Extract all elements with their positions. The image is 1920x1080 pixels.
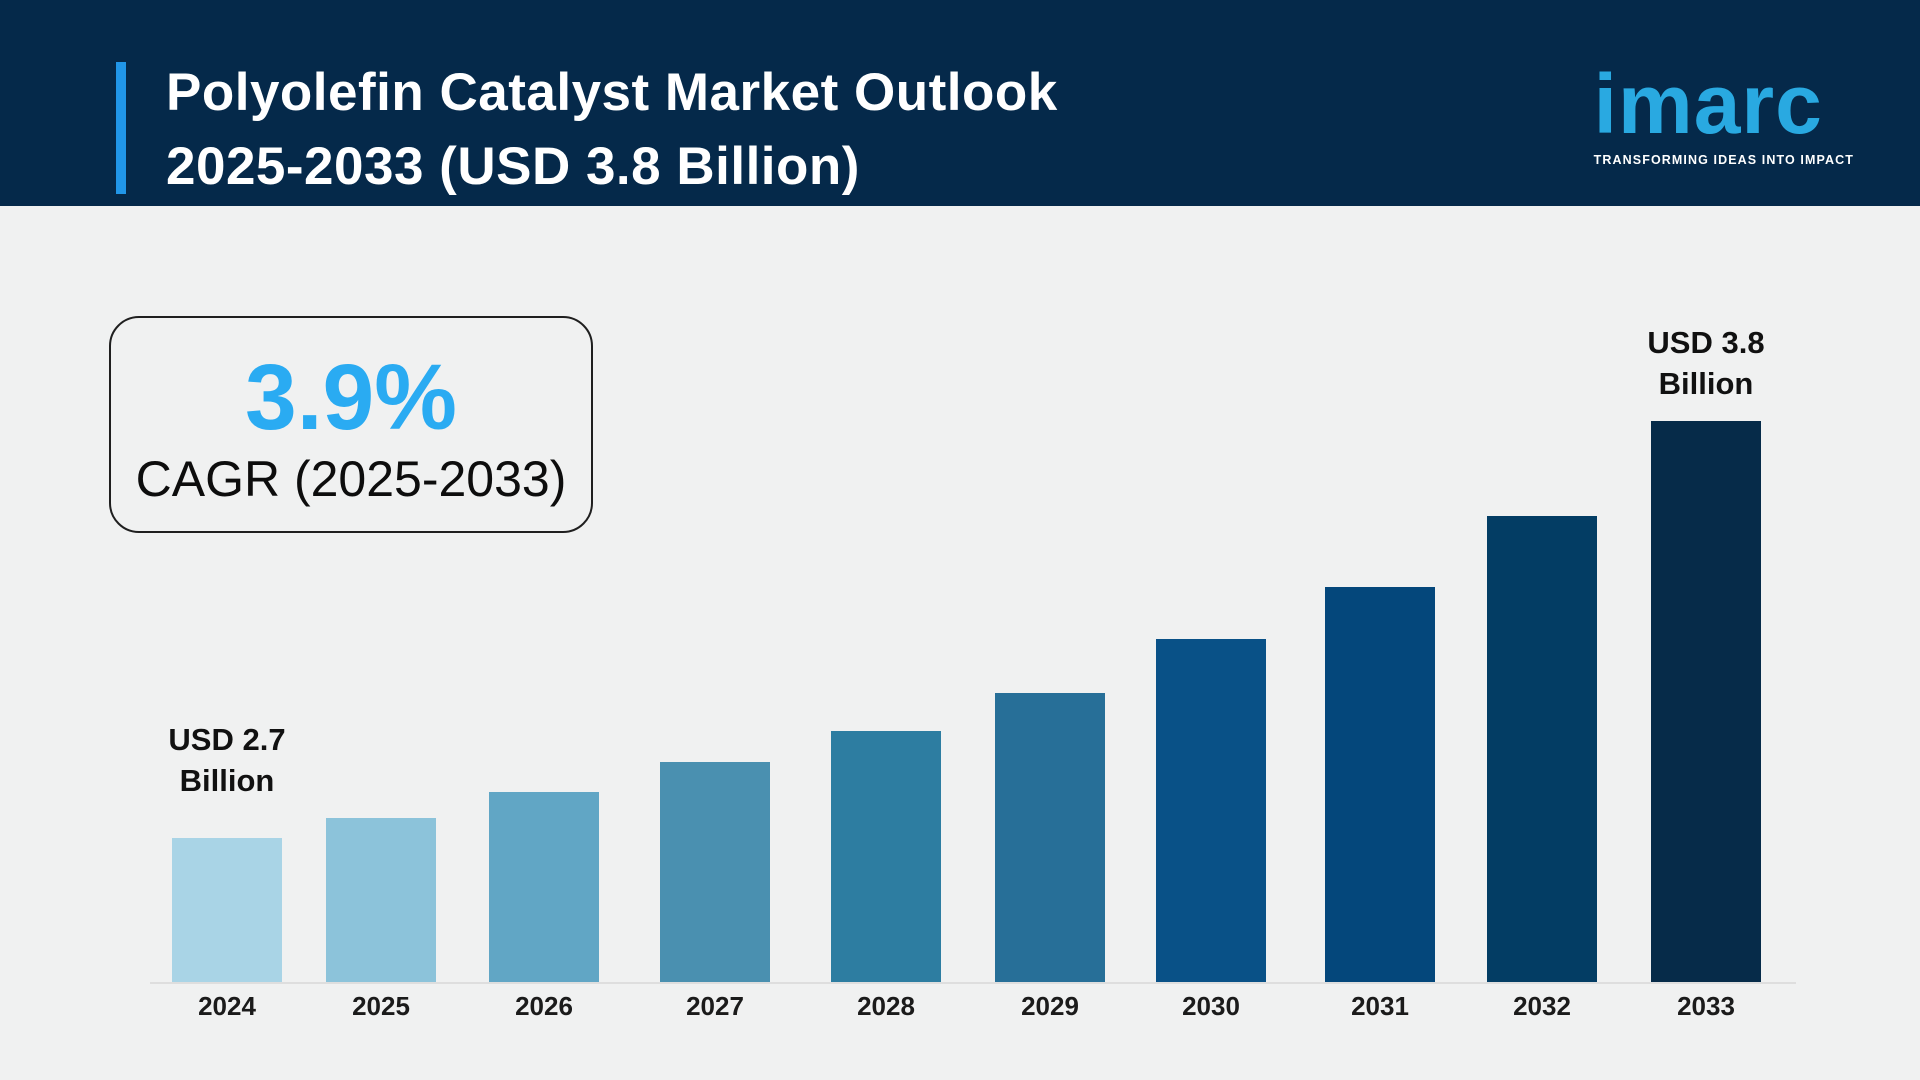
bar-2030 [1156, 639, 1266, 982]
bar-year-label-2030: 2030 [1182, 991, 1240, 1021]
imarc-tagline: TRANSFORMING IDEAS INTO IMPACT [1593, 153, 1854, 167]
page-title-line1: Polyolefin Catalyst Market Outlook [166, 63, 1058, 122]
x-axis-line [150, 981, 1796, 984]
bar-year-label-2033: 2033 [1677, 991, 1735, 1021]
bar-year-label-2025: 2025 [352, 991, 410, 1021]
bar-2031 [1325, 587, 1435, 982]
bar-2032 [1487, 516, 1597, 982]
bar-year-label-2029: 2029 [1021, 991, 1079, 1021]
imarc-wordmark: imarc [1593, 57, 1823, 151]
end-value-line1: USD 3.8 [1647, 325, 1765, 360]
end-value-annotation: USD 3.8 Billion [1586, 322, 1826, 404]
cagr-value: 3.9% [245, 344, 457, 449]
bar-2029 [995, 693, 1105, 982]
bar-year-label-2031: 2031 [1351, 991, 1409, 1021]
cagr-label: CAGR (2025-2033) [135, 450, 567, 507]
end-value-line2: Billion [1658, 366, 1754, 401]
bar-2028 [831, 731, 941, 982]
page-title: Polyolefin Catalyst Market Outlook 2025-… [166, 56, 1058, 204]
bar-2024 [172, 838, 282, 982]
bar-year-label-2027: 2027 [686, 991, 744, 1021]
start-value-line1: USD 2.7 [168, 722, 286, 757]
imarc-logo: imarc TRANSFORMING IDEAS INTO IMPACT [1594, 62, 1854, 167]
header-band: Polyolefin Catalyst Market Outlook 2025-… [0, 0, 1920, 206]
bar-2033 [1651, 421, 1761, 982]
bar-2027 [660, 762, 770, 982]
start-value-line2: Billion [179, 763, 275, 798]
bar-year-label-2028: 2028 [857, 991, 915, 1021]
bar-2026 [489, 792, 599, 982]
start-value-annotation: USD 2.7 Billion [107, 719, 347, 801]
bar-year-label-2024: 2024 [198, 991, 256, 1021]
bar-2025 [326, 818, 436, 982]
title-accent-bar [116, 62, 126, 194]
bar-year-label-2026: 2026 [515, 991, 573, 1021]
cagr-callout-box: 3.9% CAGR (2025-2033) [109, 316, 593, 533]
bar-year-label-2032: 2032 [1513, 991, 1571, 1021]
page-title-line2: 2025-2033 (USD 3.8 Billion) [166, 137, 860, 196]
